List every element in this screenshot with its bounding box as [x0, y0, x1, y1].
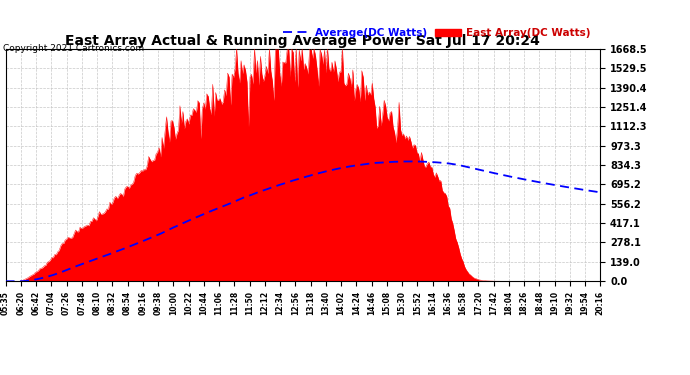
Text: Copyright 2021 Cartronics.com: Copyright 2021 Cartronics.com — [3, 44, 145, 52]
Title: East Array Actual & Running Average Power Sat Jul 17 20:24: East Array Actual & Running Average Powe… — [66, 34, 540, 48]
Legend: Average(DC Watts), East Array(DC Watts): Average(DC Watts), East Array(DC Watts) — [279, 24, 595, 42]
